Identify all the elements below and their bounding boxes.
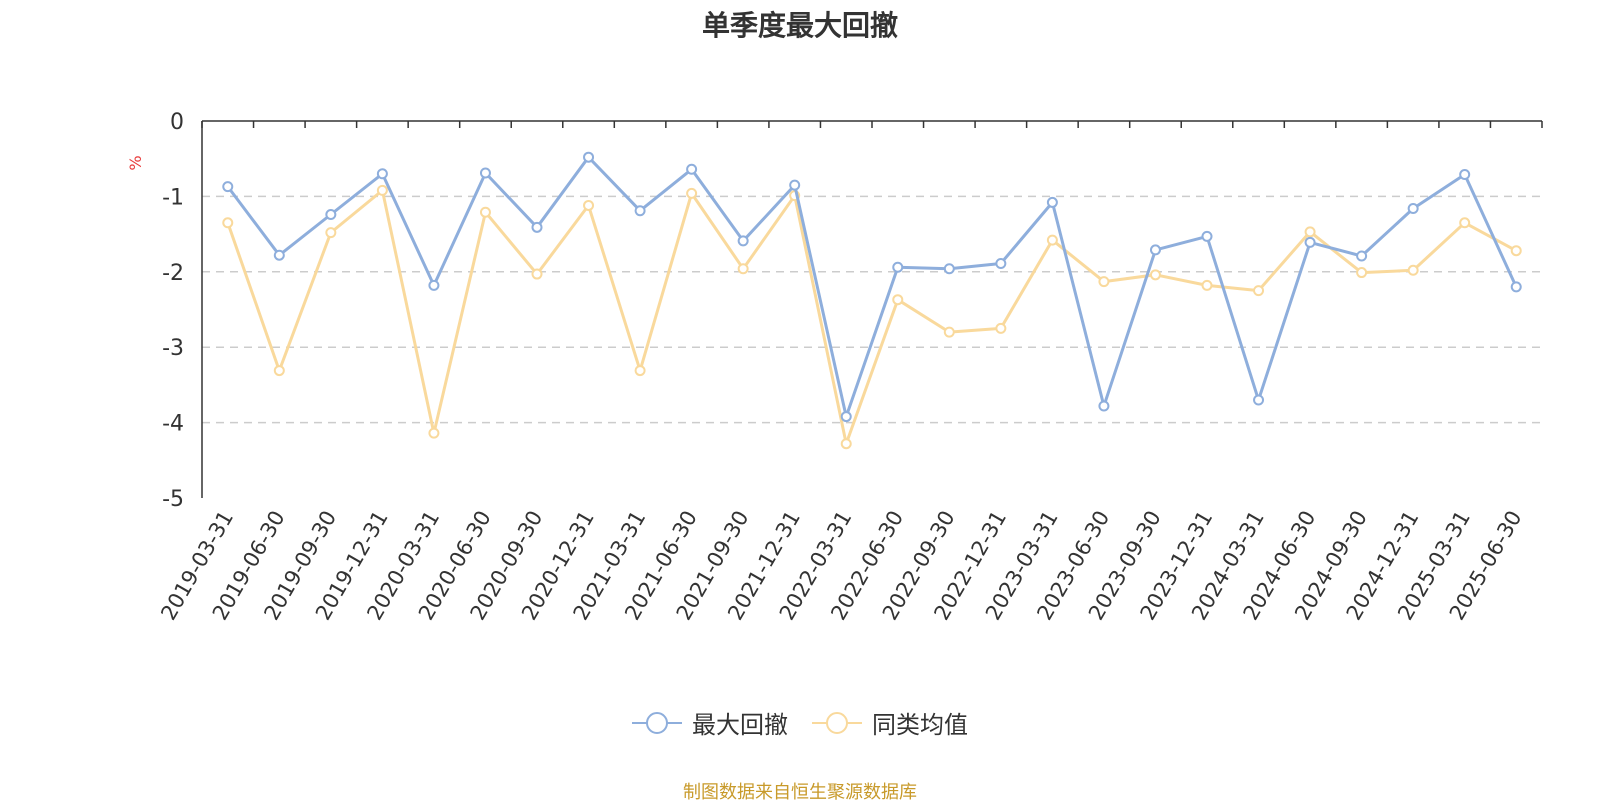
data-point-series-0 — [943, 263, 955, 275]
legend: 最大回撤 同类均值 — [0, 705, 1600, 740]
data-point-series-0 — [1304, 236, 1316, 248]
y-tick-label: -3 — [162, 336, 184, 361]
data-point-series-1 — [943, 326, 955, 338]
data-point-series-1 — [1149, 269, 1161, 281]
y-tick-label: -5 — [162, 487, 184, 512]
data-point-series-1 — [686, 187, 698, 199]
data-point-series-1 — [479, 206, 491, 218]
data-point-series-0 — [273, 249, 285, 261]
data-point-series-1 — [222, 217, 234, 229]
data-point-series-0 — [1407, 202, 1419, 214]
data-point-series-1 — [1510, 245, 1522, 257]
data-point-series-1 — [583, 199, 595, 211]
series-line-1 — [226, 188, 1517, 446]
data-point-series-0 — [1098, 400, 1110, 412]
data-point-series-1 — [325, 227, 337, 239]
data-point-series-0 — [840, 411, 852, 423]
data-point-series-0 — [1510, 281, 1522, 293]
data-point-series-0 — [737, 235, 749, 247]
data-point-series-0 — [1253, 394, 1265, 406]
data-point-series-1 — [737, 263, 749, 275]
data-point-series-1 — [428, 427, 440, 439]
data-point-series-0 — [222, 181, 234, 193]
grid-layer — [202, 195, 1542, 424]
y-tick-label: -1 — [162, 185, 184, 210]
data-point-series-0 — [1356, 250, 1368, 262]
data-point-series-0 — [995, 258, 1007, 270]
data-point-series-1 — [1304, 226, 1316, 238]
data-point-series-0 — [892, 261, 904, 273]
data-point-series-0 — [479, 167, 491, 179]
series-line-0 — [226, 155, 1518, 419]
data-point-series-1 — [1407, 264, 1419, 276]
data-point-series-1 — [273, 365, 285, 377]
data-point-series-1 — [531, 268, 543, 280]
data-point-series-1 — [1046, 234, 1058, 246]
data-point-series-0 — [1046, 196, 1058, 208]
y-tick-label: -4 — [162, 412, 184, 437]
data-point-series-0 — [634, 205, 646, 217]
data-point-series-1 — [995, 322, 1007, 334]
legend-marker-series-0 — [632, 711, 682, 734]
data-point-series-1 — [1253, 285, 1265, 297]
data-point-series-0 — [583, 151, 595, 163]
data-point-series-1 — [1201, 279, 1213, 291]
data-point-series-0 — [789, 179, 801, 191]
data-point-series-0 — [1149, 244, 1161, 256]
data-point-series-1 — [892, 294, 904, 306]
data-point-series-0 — [686, 163, 698, 175]
data-point-series-0 — [1201, 230, 1213, 242]
y-tick-label: 0 — [170, 110, 184, 135]
data-point-series-1 — [1459, 217, 1471, 229]
series-layer — [222, 151, 1522, 450]
chart-title: 单季度最大回撤 — [701, 9, 898, 42]
data-point-series-0 — [1459, 169, 1471, 181]
data-point-series-0 — [376, 168, 388, 180]
legend-item-series-1[interactable]: 同类均值 — [812, 705, 968, 740]
data-point-series-0 — [531, 221, 543, 233]
legend-label-series-0: 最大回撤 — [692, 711, 788, 739]
legend-item-series-0[interactable]: 最大回撤 — [632, 705, 788, 740]
y-axis-unit-label: % — [126, 155, 145, 170]
data-point-series-0 — [325, 208, 337, 220]
y-tick-label: -2 — [162, 261, 184, 286]
legend-marker-series-1 — [812, 711, 862, 734]
data-point-series-1 — [634, 365, 646, 377]
data-point-series-0 — [428, 279, 440, 291]
source-note: 制图数据来自恒生聚源数据库 — [683, 782, 917, 803]
data-point-series-1 — [1098, 276, 1110, 288]
legend-label-series-1: 同类均值 — [872, 711, 968, 739]
data-point-series-1 — [840, 438, 852, 450]
data-point-series-1 — [376, 184, 388, 196]
data-point-series-1 — [1356, 267, 1368, 279]
